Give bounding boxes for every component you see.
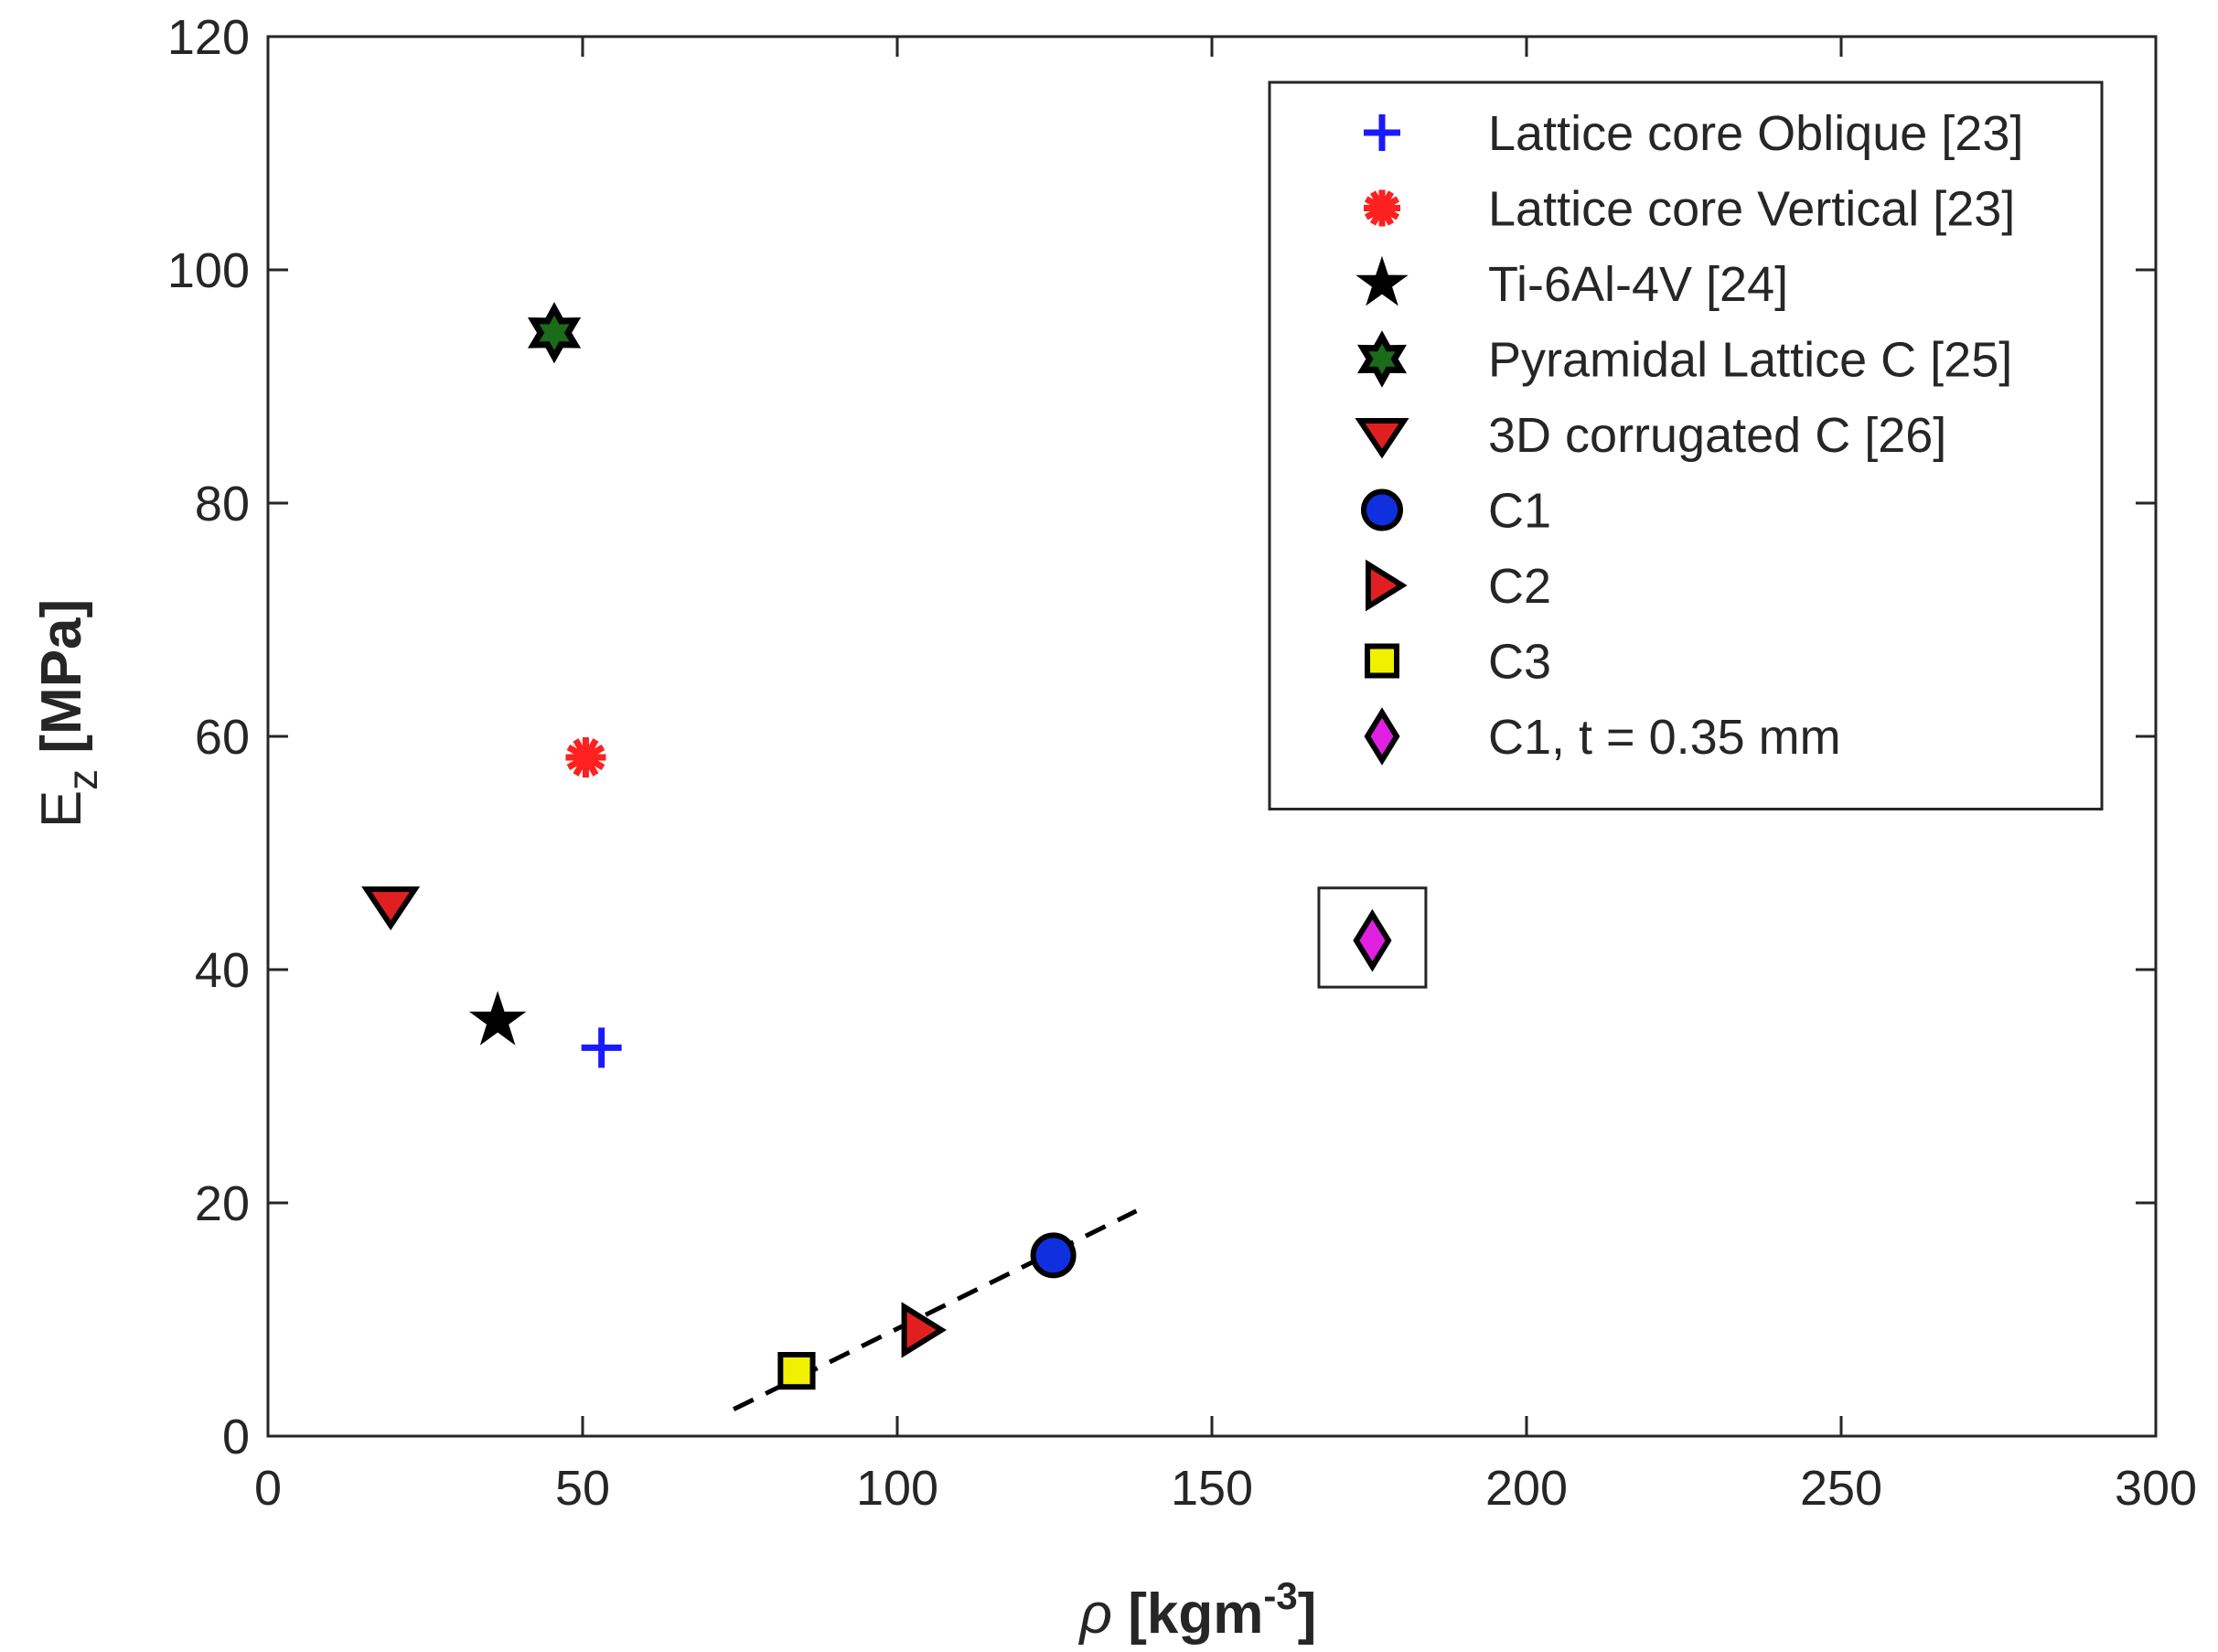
- legend-label: C3: [1488, 635, 1551, 690]
- legend-marker: [1355, 418, 1409, 459]
- legend-label: C2: [1488, 559, 1551, 614]
- legend-label: Lattice core Oblique [23]: [1488, 106, 2023, 161]
- data-point: [565, 736, 606, 778]
- legend-marker: [1356, 330, 1408, 388]
- legend-marker: [1364, 707, 1400, 766]
- x-tick-label: 100: [856, 1461, 938, 1516]
- x-axis-symbol: ρ: [1078, 1582, 1113, 1646]
- y-axis-symbol: E: [30, 790, 93, 828]
- y-tick-label: 0: [222, 1410, 250, 1464]
- legend-marker: [1364, 114, 1400, 151]
- legend-label: C1, t = 0.35 mm: [1488, 710, 1841, 765]
- legend-box: [1268, 80, 2104, 810]
- x-tick-label: 0: [254, 1461, 282, 1516]
- data-point: [581, 1027, 622, 1068]
- axes-layer: 0 50 100 150 200 250 300 0 20 40 60 80 100 120: [167, 10, 2197, 1516]
- legend-label: Ti-6Al-4V [24]: [1488, 257, 1788, 312]
- y-tick-label: 120: [167, 10, 250, 65]
- legend-marker: [1355, 255, 1409, 306]
- x-axis-unit-close: ]: [1298, 1582, 1317, 1646]
- x-tick-label: 150: [1171, 1461, 1253, 1516]
- data-point: [527, 302, 582, 364]
- legend-marker: [1361, 488, 1403, 531]
- legend-marker: [1365, 643, 1399, 679]
- x-axis-unit-exponent: -3: [1263, 1574, 1297, 1617]
- x-tick-label: 300: [2115, 1461, 2197, 1516]
- highlight-box: [1317, 886, 1428, 989]
- plot-layer: [733, 886, 1428, 1411]
- y-axis-subscript: z: [59, 769, 106, 790]
- data-point: [1030, 1232, 1077, 1279]
- legend-label: 3D corrugated C [26]: [1488, 408, 1946, 463]
- legend-label: C1: [1488, 484, 1551, 539]
- y-tick-label: 100: [167, 243, 250, 298]
- y-tick-label: 40: [195, 943, 250, 998]
- legend-label: Lattice core Vertical [23]: [1488, 182, 2015, 237]
- y-tick-label: 60: [195, 710, 250, 765]
- y-axis-label: Ez [MPa]: [30, 599, 106, 828]
- x-axis-unit: [kgm: [1112, 1582, 1263, 1646]
- data-point: [361, 886, 421, 931]
- y-tick-label: 20: [195, 1176, 250, 1231]
- x-tick-label: 250: [1800, 1461, 1882, 1516]
- legend-label: Pyramidal Lattice C [25]: [1488, 333, 2012, 388]
- legend: Lattice core Oblique [23] Lattice core Ve…: [1268, 80, 2104, 810]
- x-tick-label: 50: [555, 1461, 610, 1516]
- legend-marker: [1366, 559, 1408, 612]
- data-point: [1353, 908, 1392, 972]
- x-tick-label: 200: [1485, 1461, 1568, 1516]
- data-point: [468, 991, 527, 1046]
- y-tick-label: 80: [195, 477, 250, 531]
- marker-layer: [361, 302, 1392, 1390]
- legend-marker: [1364, 189, 1400, 227]
- x-axis-label: ρ [kgm-3]: [1078, 1574, 1317, 1646]
- data-point: [777, 1352, 816, 1390]
- y-axis-unit: [MPa]: [30, 599, 93, 769]
- data-point: [901, 1302, 947, 1358]
